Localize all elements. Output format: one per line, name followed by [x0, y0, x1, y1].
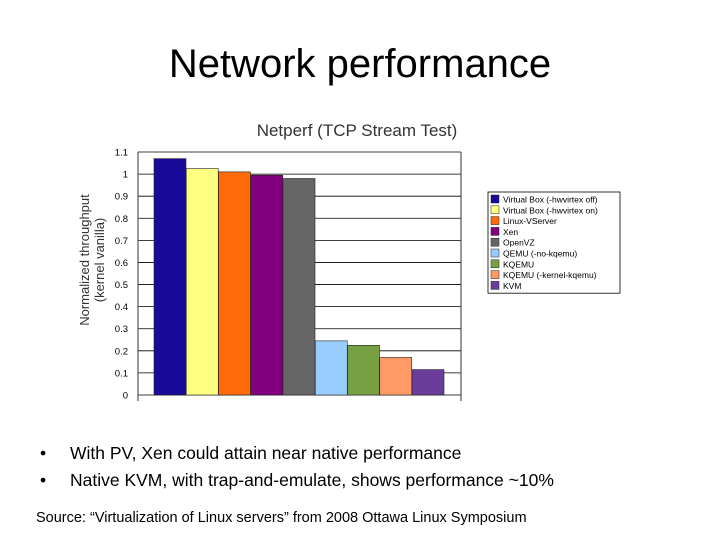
bar: [347, 344, 380, 396]
legend-swatch: [490, 281, 500, 290]
y-tick-label: 0.2: [115, 346, 128, 357]
legend-swatch: [490, 237, 500, 247]
y-tick-labels: 0 0.1 0.2 0.3 0.4 0.5 0.6 0.7 0.8 0.9 1 1.1: [115, 148, 128, 402]
bar: [250, 174, 284, 396]
y-tick-label: 0.4: [115, 302, 128, 313]
y-tick-label: 0.1: [115, 368, 128, 379]
legend-label: Virtual Box (-hwvirtex off): [503, 195, 598, 205]
bar: [282, 178, 316, 396]
bar: [379, 357, 413, 396]
y-tick-label: 0.9: [115, 192, 128, 203]
y-tick-label: 0: [123, 391, 128, 402]
legend-label: Virtual Box (-hwvirtex on): [503, 205, 598, 215]
y-tick-label: 0.7: [115, 236, 128, 247]
y-tick-label: 0.8: [115, 214, 128, 225]
y-tick-label: 0.6: [115, 258, 128, 269]
bullet-text: Native KVM, with trap-and-emulate, shows…: [70, 470, 554, 490]
y-axis-label-line: Normalized throughput: [77, 194, 92, 326]
legend-label: QEMU (-no-kqemu): [503, 249, 577, 259]
source-citation: Source: “Virtualization of Linux servers…: [36, 510, 527, 526]
bar: [314, 340, 348, 396]
chart-title: Netperf (TCP Stream Test): [257, 121, 458, 140]
legend-label: Xen: [503, 227, 518, 237]
legend-swatch: [490, 194, 500, 204]
legend-label: KQEMU (-kernel-kqemu): [503, 270, 597, 280]
legend-label: KVM: [503, 281, 521, 291]
bar: [185, 168, 219, 396]
bullet-text: With PV, Xen could attain near native pe…: [70, 443, 462, 463]
bar: [153, 158, 187, 396]
legend-swatch: [490, 248, 500, 258]
bullet-marker: •: [40, 443, 47, 463]
y-axis-label: Normalized throughput (kernel vanilla): [77, 194, 107, 326]
bullet-item: • With PV, Xen could attain near native p…: [40, 440, 554, 467]
legend-swatch: [490, 205, 500, 215]
y-tick-label: 0.3: [115, 324, 128, 335]
legend-label: Linux-VServer: [503, 216, 557, 226]
legend-swatch: [490, 227, 500, 236]
y-tick-label: 1.1: [115, 148, 128, 159]
legend-label: KQEMU: [503, 259, 534, 269]
y-tick-label: 0.5: [115, 280, 128, 291]
bars: [153, 158, 445, 396]
legend-box: [487, 191, 621, 294]
legend-swatch: [490, 270, 500, 279]
legend-swatch: [490, 259, 500, 269]
legend-swatch: [490, 216, 500, 225]
bullet-marker: •: [40, 470, 47, 490]
legend: Virtual Box (-hwvirtex off)Virtual Box (…: [487, 191, 621, 294]
bar: [411, 369, 445, 396]
legend-label: OpenVZ: [503, 238, 535, 248]
bar: [218, 171, 251, 396]
slide-title: Network performance: [168, 42, 552, 86]
bullet-item: • Native KVM, with trap-and-emulate, show…: [40, 467, 554, 494]
y-tick-label: 1: [123, 170, 128, 181]
bullet-list: • With PV, Xen could attain near native p…: [40, 440, 554, 494]
y-axis-label-line: (kernel vanilla): [92, 218, 107, 303]
